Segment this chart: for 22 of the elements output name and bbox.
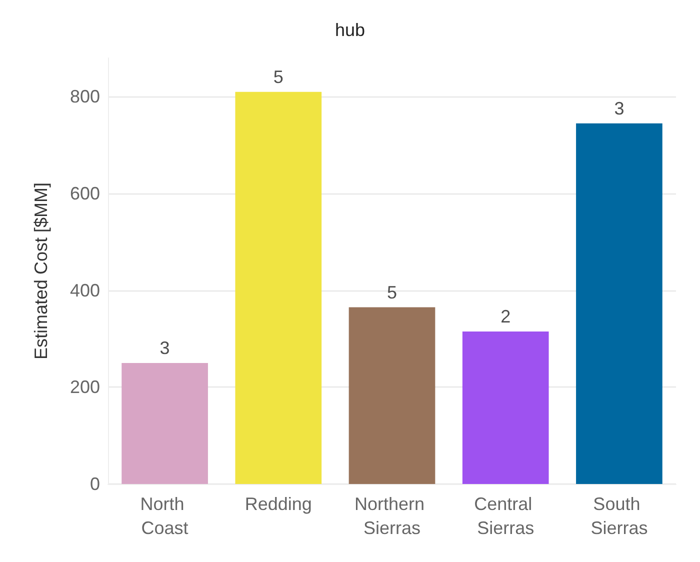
x-tick-label: North Coast — [140, 494, 190, 538]
y-tick-label: 600 — [70, 184, 100, 204]
annotation: 5 — [386, 282, 398, 302]
annotation: 2 — [500, 306, 511, 327]
bar — [348, 307, 436, 484]
y-tick-label: 800 — [70, 86, 100, 107]
x-tick-label: Central Sierras — [474, 494, 538, 538]
x-tick-label: Redding — [244, 494, 312, 514]
y-tick-label: 400 — [70, 280, 100, 300]
bar — [122, 362, 208, 484]
bar — [462, 332, 549, 484]
chart-title: hub — [334, 20, 366, 40]
annotation: 5 — [273, 66, 284, 87]
x-tick-label: Northern Sierras — [354, 494, 430, 538]
bar — [235, 92, 322, 484]
x-tick-label: South Sierras — [590, 494, 648, 538]
annotation: 3 — [614, 98, 624, 118]
y-axis-title: Estimated Cost [$MM] — [31, 182, 51, 360]
y-tick-label: 0 — [90, 474, 100, 494]
y-tick-label: 200 — [70, 377, 100, 398]
bar — [576, 123, 662, 484]
annotation: 3 — [160, 338, 170, 358]
